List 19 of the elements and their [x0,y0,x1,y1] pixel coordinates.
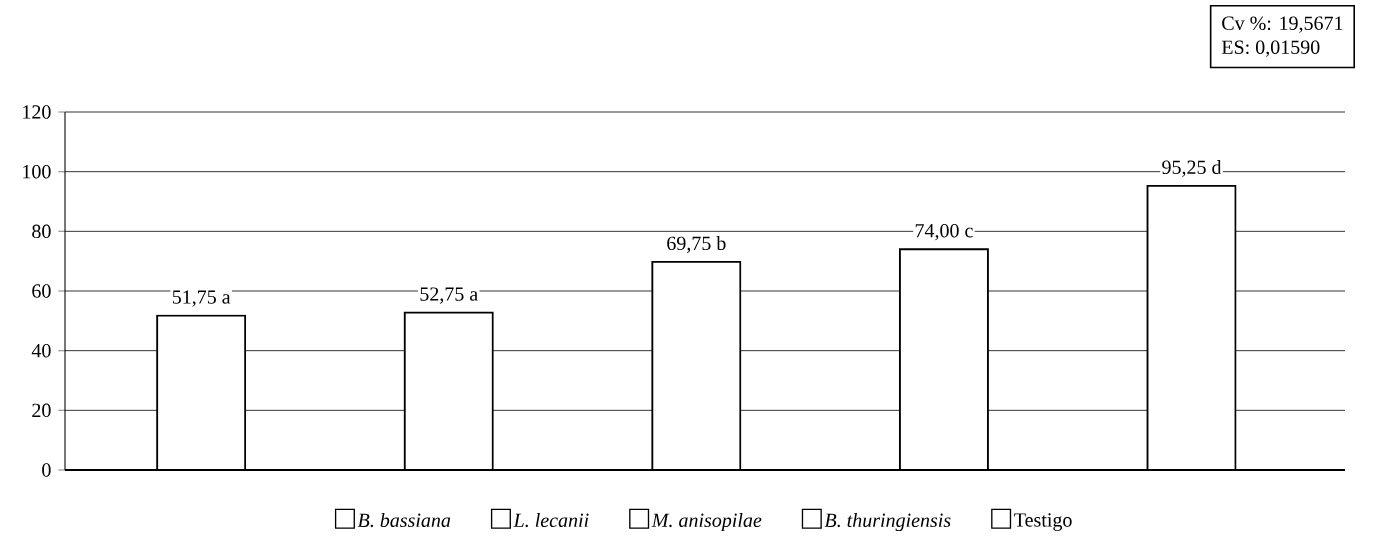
text: Cv %: 19,5671 [1222,16,1343,33]
legend-label: B. bassiana [357,512,451,528]
text: ES: 0,01590 [1221,40,1320,57]
y-tick-label: 100 [23,164,51,179]
legend-label: L. lecanii [513,512,589,528]
legend-label: B. thuringiensis [824,512,951,532]
y-tick-label: 0 [42,463,51,477]
data-label: 51,75 a [172,290,231,307]
data-label: 52,75 a [420,287,478,304]
data-label: 74,00 c [915,223,973,241]
data-label: 95,25 d [1162,159,1222,177]
legend-label: M. anisopilae [651,512,762,532]
data-label: 69,75 b [667,236,726,253]
y-tick-label: 80 [32,224,51,239]
legend-label: Testigo [1014,513,1072,531]
y-tick-label: 20 [32,403,51,418]
y-tick-label: 120 [23,105,51,119]
y-tick-label: 40 [31,343,51,358]
y-tick-label: 60 [32,284,51,298]
